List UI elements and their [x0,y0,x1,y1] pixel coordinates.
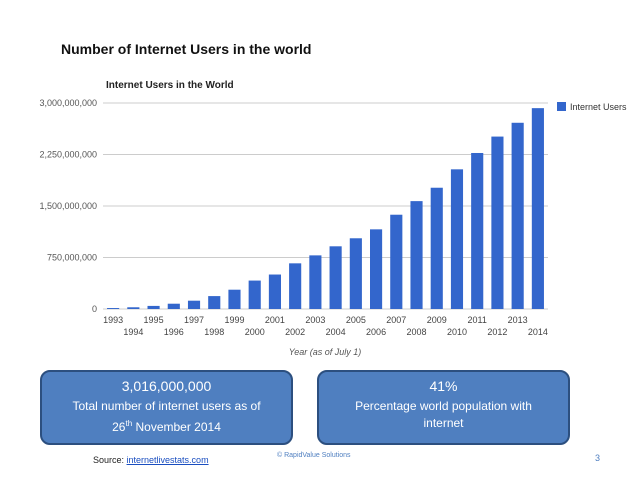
bar-1997 [187,300,201,309]
bar-1998 [208,296,221,309]
bar-1996 [167,303,180,309]
x-tick-label: 1996 [164,327,184,337]
bar-1993 [107,308,120,309]
bar-2004 [329,246,342,309]
x-tick-label: 2007 [386,315,406,325]
source-link[interactable]: internetlivestats.com [126,455,209,465]
bar-2005 [349,238,362,309]
y-tick-label: 3,000,000,000 [39,98,97,108]
bar-2010 [450,169,464,309]
bar-2007 [390,214,403,309]
bar-2012 [491,136,504,309]
total-users-day: 26 [112,420,126,434]
bar-1995 [147,305,160,309]
total-users-line2: November 2014 [132,420,221,434]
y-tick-label: 0 [92,304,97,314]
chart-title: Internet Users in the World [106,80,234,91]
x-axis-label: Year (as of July 1) [289,347,362,357]
population-line2: internet [423,416,464,430]
x-tick-label: 2002 [285,327,305,337]
x-tick-label: 1999 [224,315,244,325]
source-note: Source: internetlivestats.com [93,455,209,465]
bars [107,108,544,310]
bar-1994 [127,307,140,309]
x-tick-label: 2012 [487,327,507,337]
x-tick-label: 1994 [123,327,143,337]
bar-2014 [531,108,544,310]
bar-2008 [410,201,423,309]
bar-2006 [370,229,383,309]
total-users-box: 3,016,000,000 Total number of internet u… [40,370,293,445]
copyright: © RapidValue Solutions [277,452,351,459]
y-tick-label: 750,000,000 [47,253,97,263]
source-prefix: Source: [93,455,127,465]
x-tick-label: 2009 [427,315,447,325]
population-percentage-box: 41% Percentage world population with int… [317,370,570,445]
slide-title: Number of Internet Users in the world [61,41,312,57]
x-tick-label: 2014 [528,327,548,337]
bar-2001 [268,274,281,309]
x-tick-label: 1997 [184,315,204,325]
total-users-day-suffix: th [125,419,133,428]
y-tick-label: 1,500,000,000 [39,201,97,211]
x-tick-label: 2001 [265,315,285,325]
total-users-line1: Total number of internet users as of [72,399,261,413]
bar-2009 [430,187,443,309]
population-percentage-caption: Percentage world population with interne… [319,398,568,432]
x-tick-label: 2008 [407,327,427,337]
page-number: 3 [595,453,601,463]
x-tick-label: 1995 [144,315,164,325]
x-tick-label: 2013 [508,315,528,325]
bar-2000 [248,280,261,309]
total-users-value: 3,016,000,000 [121,378,212,394]
total-users-caption: Total number of internet users as of 26t… [42,398,291,436]
x-tick-label: 2000 [245,327,265,337]
legend-label: Internet Users [570,102,627,112]
population-line1: Percentage world population with [355,399,532,413]
y-tick-label: 2,250,000,000 [39,150,97,160]
bar-1999 [228,289,241,309]
x-tick-label: 2004 [326,327,346,337]
bar-2002 [289,263,302,309]
population-percentage-value: 41% [429,378,458,394]
y-axis-ticks: 0 750,000,000 1,500,000,000 2,250,000,000 3,… [39,98,97,314]
bar-2013 [511,122,524,309]
bar-2011 [471,152,484,309]
x-tick-label: 2011 [468,315,487,325]
x-tick-label: 2003 [305,315,325,325]
x-axis-ticks: 1993199419951996199719981999200020012002… [103,315,548,337]
x-tick-label: 2006 [366,327,386,337]
legend-swatch [557,102,566,111]
x-tick-label: 1998 [204,327,224,337]
x-tick-label: 2005 [346,315,366,325]
x-tick-label: 1993 [103,315,123,325]
x-tick-label: 2010 [447,327,467,337]
bar-2003 [309,255,322,309]
